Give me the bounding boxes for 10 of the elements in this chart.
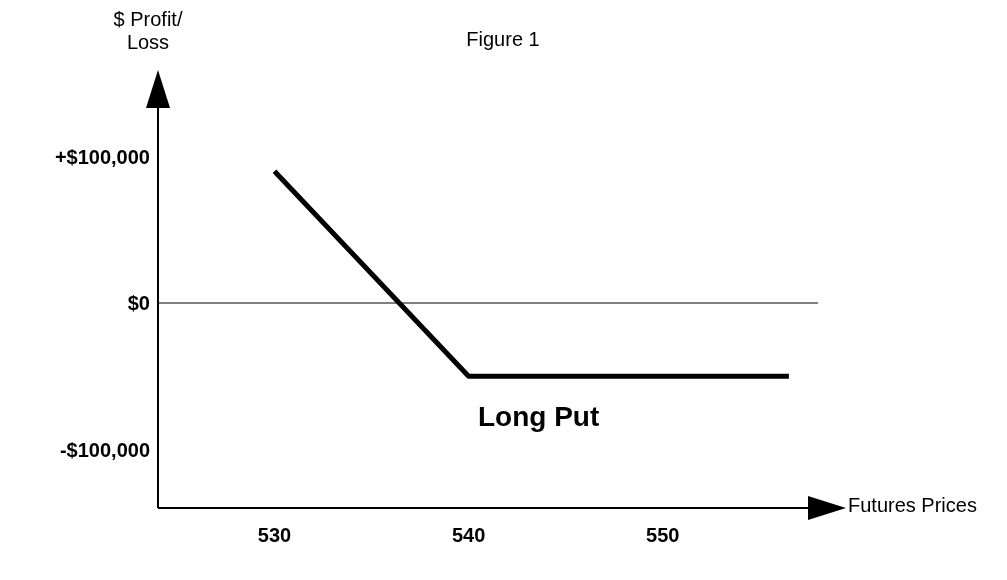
y-tick-label: -$100,000	[59, 438, 150, 461]
chart-title: Figure 1	[466, 28, 540, 50]
y-tick-label: $0	[127, 292, 150, 315]
x-axis-title: Futures Prices	[848, 494, 978, 517]
x-tick-label: 550	[646, 524, 680, 547]
y-tick-label: +$100,000	[54, 145, 150, 168]
y-axis-title: $ Profit/ Loss	[112, 8, 184, 54]
series-label: Long Put	[477, 401, 600, 433]
x-tick-label: 530	[257, 524, 292, 547]
x-tick-label: 540	[451, 524, 486, 547]
